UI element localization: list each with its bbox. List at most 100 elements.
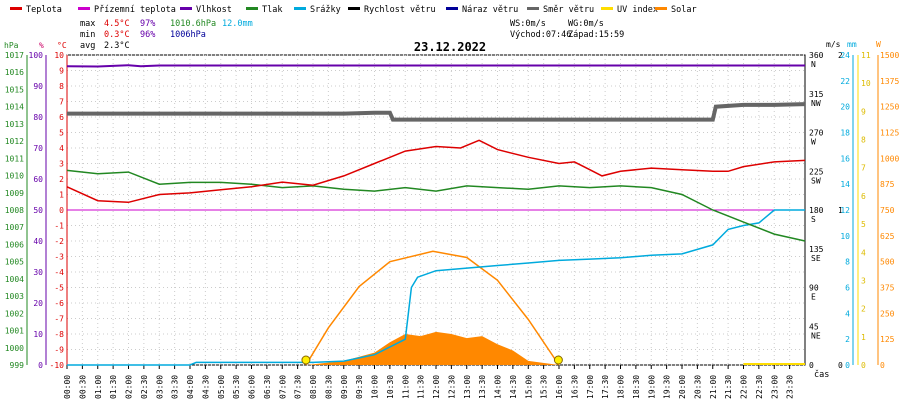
direction-label-2: W [811,138,816,147]
temperature-axis-tick-7: 3 [59,160,64,169]
legend-label-8: UV index [617,5,658,15]
rain-tick-6: 12 [840,206,850,215]
solar-area [306,331,559,365]
wind-speed-tick-2: 0 [838,361,843,370]
uv-tick-1: 10 [861,79,871,88]
x-tick-label-27: 13:30 [478,375,487,399]
uv-tick-2: 9 [861,107,866,116]
temperature-axis-tick-19: -9 [54,346,64,355]
uv-tick-10: 1 [861,333,866,342]
legend-label-9: Solar [671,5,697,15]
legend-swatch-7 [527,7,539,10]
legend-label-2: Vlhkost [196,5,232,15]
uv-tick-8: 3 [861,276,866,285]
x-tick-label-0: 00:00 [63,375,72,399]
x-tick-label-13: 06:30 [263,375,272,399]
pressure-axis-tick-10: 1007 [5,223,24,232]
legend-label-4: Srážky [310,5,341,15]
temperature-axis-tick-16: -6 [54,299,64,308]
pressure-axis-tick-15: 1002 [5,309,24,318]
pressure-axis-tick-16: 1001 [5,327,24,336]
wind-info: WS:0m/s WG:0m/s Východ:07:46 Západ:15:59 [510,19,624,40]
x-tick-label-3: 01:30 [109,375,118,399]
time-axis-label: čas [814,369,829,380]
humidity-axis-tick-3: 70 [33,144,43,153]
direction-label-0: N [811,60,816,69]
stats-max-hum: 97% [140,19,155,29]
temperature-unit: °C [57,41,67,50]
uv-tick-9: 2 [861,305,866,314]
rain-tick-2: 20 [840,103,850,112]
humidity-axis-tick-0: 100 [29,51,44,60]
x-tick-label-17: 08:30 [324,375,333,399]
pressure-axis-tick-12: 1005 [5,258,24,267]
x-tick-label-9: 04:30 [201,375,210,399]
stats-max-label: max [80,19,95,29]
rain-tick-1: 22 [840,77,850,86]
solar-tick-6: 750 [880,206,895,215]
pressure-unit: hPa [4,41,19,50]
temperature-line [66,139,806,204]
humidity-unit: % [39,41,44,50]
wind-speed-tick-1: 1 [838,206,843,215]
humidity-axis-tick-10: 0 [38,361,43,370]
sunset-text: Západ:15:59 [568,30,624,40]
pressure-axis-tick-11: 1006 [5,240,24,249]
uv-tick-0: 11 [861,51,871,60]
rain-tick-10: 4 [845,309,850,318]
x-tick-label-43: 21:30 [724,375,733,399]
humidity-axis-tick-2: 80 [33,113,43,122]
stats-min-temp: 0.3°C [104,30,130,40]
temperature-axis-tick-5: 5 [59,129,64,138]
rain-tick-7: 10 [840,232,850,241]
humidity-axis-tick-6: 40 [33,237,43,246]
stats-min-label: min [80,30,95,40]
temperature-axis-tick-6: 4 [59,144,64,153]
direction-tick-0: 360 [809,51,824,60]
humidity-line [66,64,805,68]
x-tick-label-26: 13:00 [463,375,472,399]
chart-date: 23.12.2022 [414,40,486,54]
pressure-axis-tick-1: 1016 [5,68,24,77]
pressure-line [66,169,806,242]
wind-gust-text: WG:0m/s [568,19,604,29]
direction-tick-8: 0 [809,361,814,370]
x-tick-label-6: 03:00 [155,375,164,399]
x-tick-label-34: 17:00 [586,375,595,399]
direction-tick-6: 90 [809,284,819,293]
legend-swatch-1 [78,7,90,10]
x-tick-label-41: 20:30 [693,375,702,399]
wind-speed-unit: m/s [826,40,841,49]
uv-tick-7: 4 [861,248,866,257]
uv-tick-5: 6 [861,192,866,201]
temperature-axis-tick-14: -4 [54,268,64,277]
stats-box: max 4.5°C 97% 1010.6hPa 12.0mm min 0.3°C… [80,19,253,51]
temperature-axis-tick-1: 9 [59,67,64,76]
x-tick-label-16: 08:00 [309,375,318,399]
solar-tick-0: 1500 [880,51,899,60]
x-tick-label-2: 01:00 [94,375,103,399]
rain-tick-0: 24 [840,51,850,60]
plot-area [66,64,806,366]
x-tick-label-19: 09:30 [355,375,364,399]
x-tick-label-29: 14:30 [509,375,518,399]
rain-tick-9: 6 [845,284,850,293]
temperature-axis-tick-3: 7 [59,98,64,107]
x-tick-label-46: 23:00 [770,375,779,399]
x-tick-label-23: 11:30 [417,375,426,399]
legend-label-6: Náraz větru [462,5,518,15]
temperature-axis-tick-17: -7 [54,315,64,324]
uv-unit: W [876,40,881,49]
pressure-axis-tick-8: 1009 [5,189,24,198]
x-tick-label-47: 23:30 [786,375,795,399]
x-tick-label-5: 02:30 [140,375,149,399]
stats-max-press: 1010.6hPa [170,19,216,29]
x-tick-label-38: 19:00 [647,375,656,399]
temperature-axis-tick-18: -8 [54,330,64,339]
stats-max-rain: 12.0mm [222,19,253,29]
legend-label-5: Rychlost větru [364,5,436,15]
x-tick-label-33: 16:30 [570,375,579,399]
pressure-axis-tick-14: 1003 [5,292,24,301]
wind-direction-line [67,102,806,122]
